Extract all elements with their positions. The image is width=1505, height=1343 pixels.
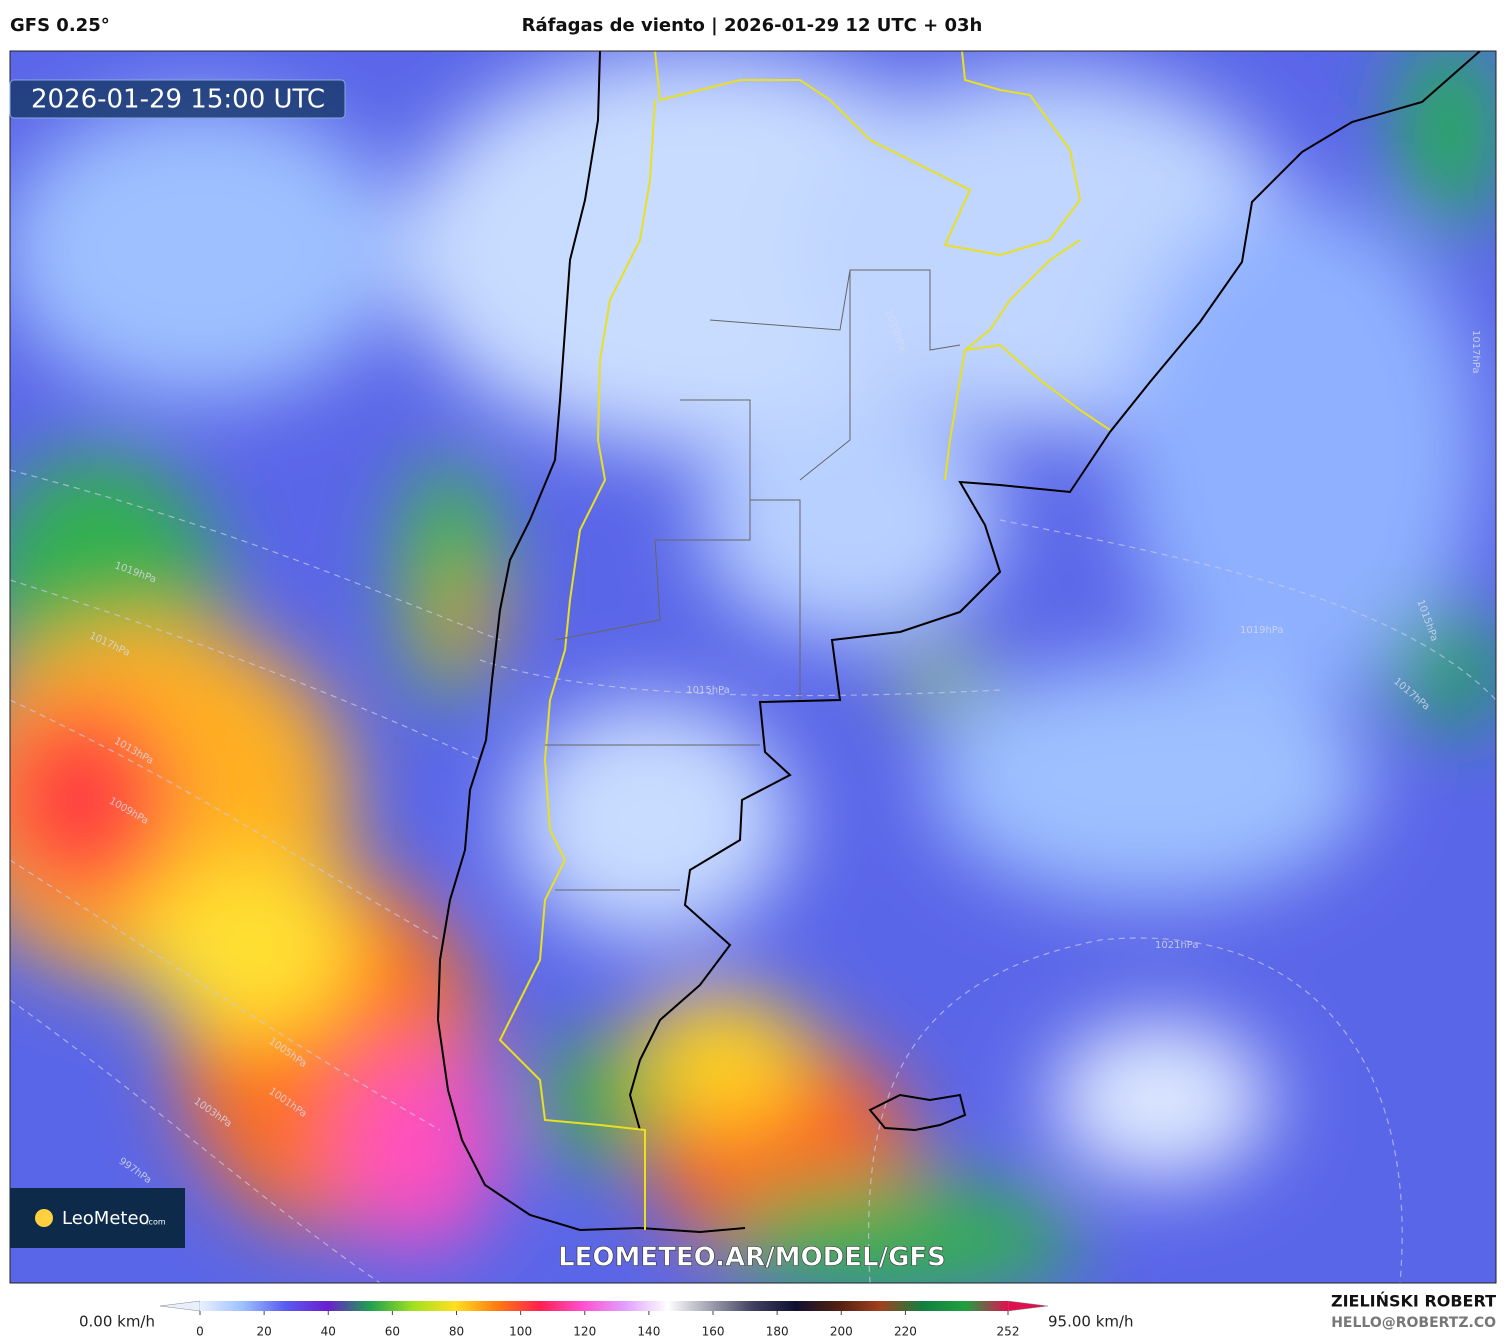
colorbar-tick-label: 140 [637,1325,660,1339]
logo-sun [35,1209,53,1227]
email: HELLO@ROBERTZ.CO [1331,1315,1496,1331]
watermark: LEOMETEO.AR/MODEL/GFS [558,1243,946,1273]
isobar-label: 1017hPa [1470,330,1481,374]
colorbar-tick-label: 220 [894,1325,917,1339]
colorbar-tick-label: 0 [196,1325,204,1339]
timestamp-box [9,79,346,119]
colorbar-min-label: 0.00 km/h [79,1313,155,1331]
isobars [10,469,1496,1283]
colorbar-tick-label: 20 [256,1325,271,1339]
islands [868,1093,967,1132]
colorbar: 0 20 40 60 80 100 120 140 160 180 200 220 252 [159,1300,1049,1339]
colorbar-tick-label: 180 [766,1325,789,1339]
colorbar-tick-label: 100 [509,1325,532,1339]
timestamp: 2026-01-29 15:00 UTC [31,85,325,115]
logo-name: LeoMeteo [62,1208,150,1229]
wind-field [10,51,1496,1283]
coastline [436,51,1481,1234]
colorbar-tick-label: 252 [997,1325,1020,1339]
isobar-label: 1021hPa [1155,940,1199,951]
colorbar-tick-label: 60 [385,1325,400,1339]
map: 1019hPa 1017hPa 1015hPa 1013hPa 1009hPa … [10,51,1496,1283]
colorbar-tick-label: 120 [573,1325,596,1339]
colorbar-max-extension [1007,1300,1049,1312]
model-label: GFS 0.25° [10,15,110,36]
colorbar-min-extension [159,1300,201,1312]
colorbar-max-label: 95.00 km/h [1048,1313,1134,1331]
isobar-label: 1019hPa [1240,625,1284,636]
colorbar-tick-label: 160 [702,1325,725,1339]
colorbar-tick-label: 40 [321,1325,336,1339]
province-borders [545,269,961,891]
colorbar-tick-label: 80 [449,1325,464,1339]
author: ZIELIŃSKI ROBERT [1331,1292,1496,1311]
map-frame [9,50,1497,1284]
colorbar-ramp [200,1301,1008,1311]
logo-suffix: .com [146,1218,166,1227]
map-title: Ráfagas de viento | 2026-01-29 12 UTC + … [522,15,983,36]
isobar-label: 1015hPa [686,685,730,696]
national-borders [498,51,1111,1230]
colorbar-tick-label: 200 [830,1325,853,1339]
